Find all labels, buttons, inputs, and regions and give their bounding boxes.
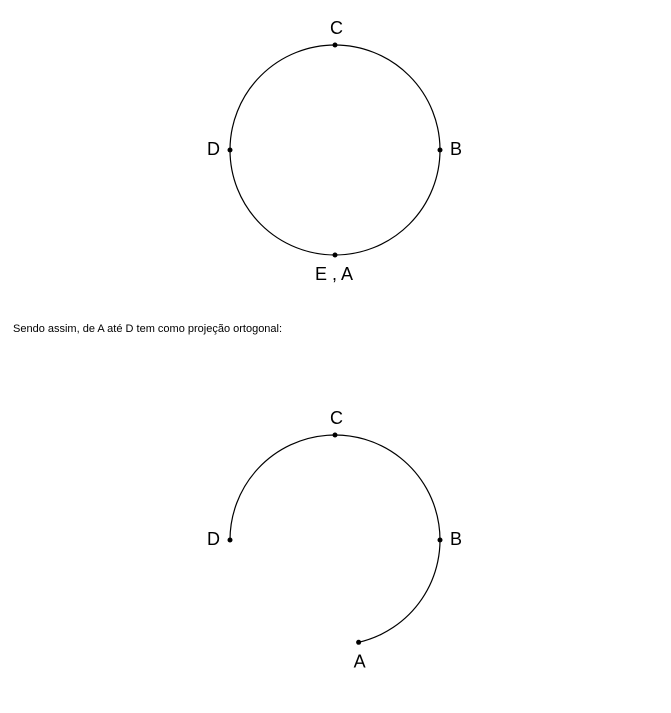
point-B (438, 148, 443, 153)
point-C (333, 433, 338, 438)
label-C: C (330, 18, 343, 38)
label-A: A (354, 651, 366, 671)
point-EA (333, 253, 338, 258)
point-D (228, 538, 233, 543)
point-C (333, 43, 338, 48)
label-B: B (450, 529, 462, 549)
label-B: B (450, 139, 462, 159)
point-B (438, 538, 443, 543)
point-A (356, 640, 361, 645)
diagram-1-container: C B E , A D (0, 0, 671, 305)
point-D (228, 148, 233, 153)
diagram-2-container: C B A D (0, 360, 671, 705)
arc-diagram-2: C B A D (0, 360, 671, 700)
circle-diagram-1: C B E , A D (0, 0, 671, 300)
full-circle (230, 45, 440, 255)
arc-path (230, 435, 440, 642)
label-EA: E , A (315, 264, 353, 284)
label-D: D (207, 529, 220, 549)
label-D: D (207, 139, 220, 159)
label-C: C (330, 408, 343, 428)
caption-text: Sendo assim, de A até D tem como projeçã… (13, 323, 282, 335)
